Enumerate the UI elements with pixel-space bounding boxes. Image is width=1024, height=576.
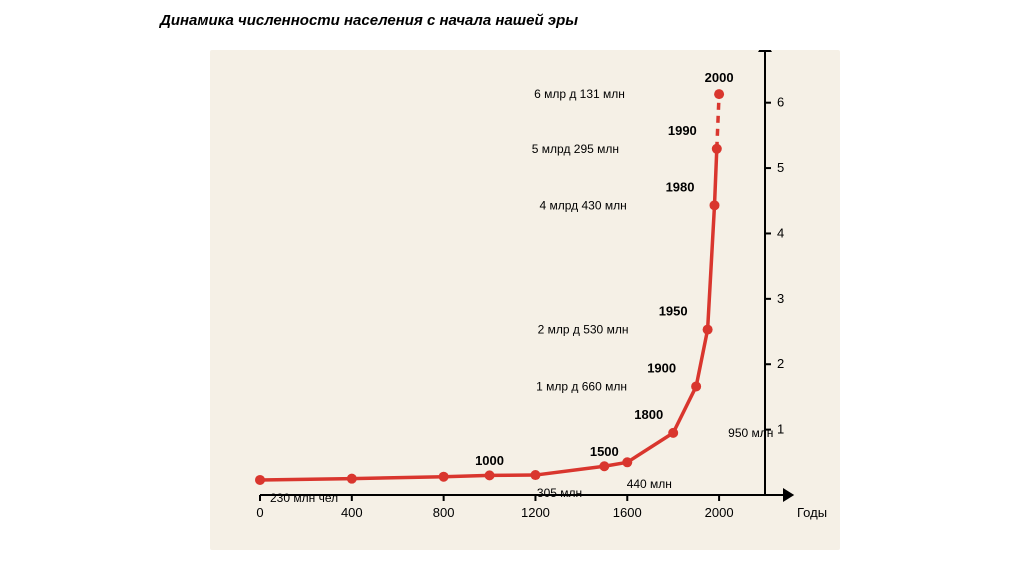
value-annotation: 6 млр д 131 млн	[534, 87, 625, 101]
value-annotation: 950 млн	[728, 426, 773, 440]
x-tick-label: 400	[341, 505, 363, 520]
year-annotation: 1000	[475, 453, 504, 468]
value-annotation: 440 млн	[627, 477, 672, 491]
value-annotation: 230 млн чел	[270, 491, 338, 505]
data-marker	[622, 457, 632, 467]
y-tick-label: 4	[777, 225, 784, 240]
y-tick-label: 1	[777, 422, 784, 437]
year-annotation: 1980	[666, 179, 695, 194]
year-annotation: 1950	[659, 304, 688, 319]
y-tick-label: 5	[777, 160, 784, 175]
data-marker	[530, 470, 540, 480]
y-tick-label: 3	[777, 291, 784, 306]
data-marker	[439, 472, 449, 482]
x-tick-label: 1600	[613, 505, 642, 520]
value-annotation: 1 млр д 660 млн	[536, 379, 627, 393]
x-axis-label: Годы	[797, 505, 827, 520]
data-marker	[710, 200, 720, 210]
x-tick-label: 800	[433, 505, 455, 520]
data-marker	[668, 428, 678, 438]
value-annotation: 4 млрд 430 млн	[540, 198, 627, 212]
data-marker	[255, 475, 265, 485]
data-marker	[712, 144, 722, 154]
population-chart: 0400800120016002000123456Годымлрд чел.10…	[210, 50, 840, 550]
y-tick-label: 2	[777, 356, 784, 371]
y-tick-label: 6	[777, 95, 784, 110]
data-line-dashed	[717, 94, 719, 149]
year-annotation: 2000	[705, 70, 734, 85]
x-tick-label: 2000	[705, 505, 734, 520]
x-tick-label: 1200	[521, 505, 550, 520]
year-annotation: 1500	[590, 444, 619, 459]
year-annotation: 1800	[634, 407, 663, 422]
year-annotation: 1900	[647, 360, 676, 375]
value-annotation: 305 млн	[537, 486, 582, 500]
chart-container: 0400800120016002000123456Годымлрд чел.10…	[210, 50, 840, 550]
data-marker	[691, 381, 701, 391]
data-marker	[703, 325, 713, 335]
data-marker	[485, 470, 495, 480]
value-annotation: 2 млр д 530 млн	[538, 323, 629, 337]
data-marker	[714, 89, 724, 99]
y-axis-arrow	[758, 50, 772, 52]
x-axis-arrow	[783, 488, 794, 502]
x-tick-label: 0	[256, 505, 263, 520]
value-annotation: 5 млрд 295 млн	[532, 142, 619, 156]
data-marker	[599, 461, 609, 471]
data-marker	[347, 474, 357, 484]
data-line-solid	[260, 149, 717, 480]
year-annotation: 1990	[668, 123, 697, 138]
chart-title: Динамика численности населения с начала …	[160, 12, 578, 29]
